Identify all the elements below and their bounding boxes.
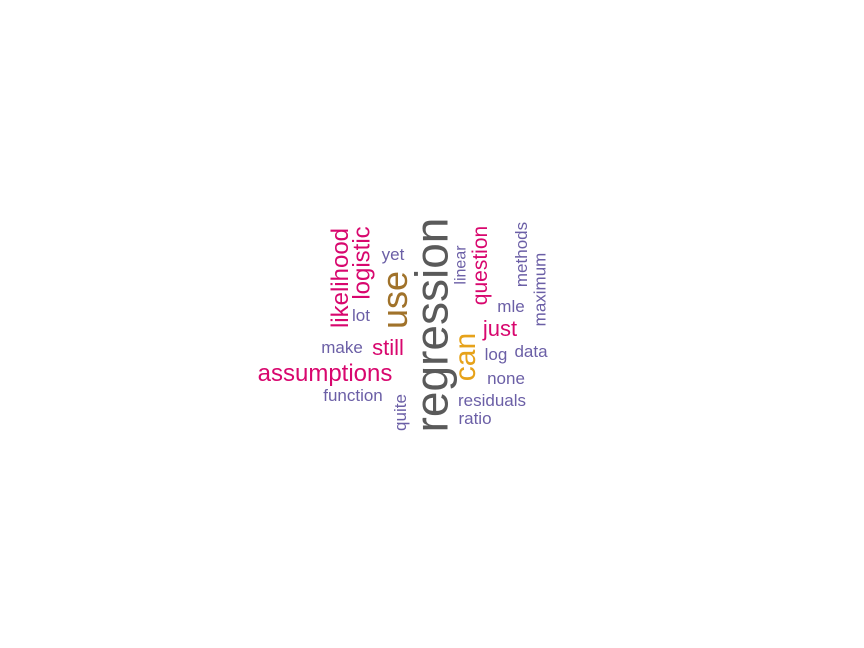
word-question: question (469, 225, 493, 305)
word-can: can (449, 332, 482, 382)
word-linear: linear (452, 245, 470, 285)
word-lot: lot (352, 305, 370, 325)
word-make: make (321, 337, 363, 357)
word-assumptions: assumptions (257, 360, 393, 387)
word-residuals: residuals (457, 390, 527, 410)
word-none: none (487, 368, 525, 388)
word-log: log (484, 344, 508, 364)
word-ratio: ratio (458, 408, 492, 428)
word-still: still (372, 335, 404, 360)
word-data: data (514, 341, 548, 361)
word-methods: methods (512, 221, 532, 287)
word-mle: mle (497, 296, 525, 316)
word-maximum: maximum (530, 252, 550, 326)
word-just: just (482, 316, 518, 341)
word-yet: yet (381, 244, 405, 264)
word-use: use (373, 270, 415, 330)
word-function: function (323, 385, 383, 405)
word-quite: quite (390, 393, 410, 431)
word-logistic: logistic (348, 226, 376, 300)
